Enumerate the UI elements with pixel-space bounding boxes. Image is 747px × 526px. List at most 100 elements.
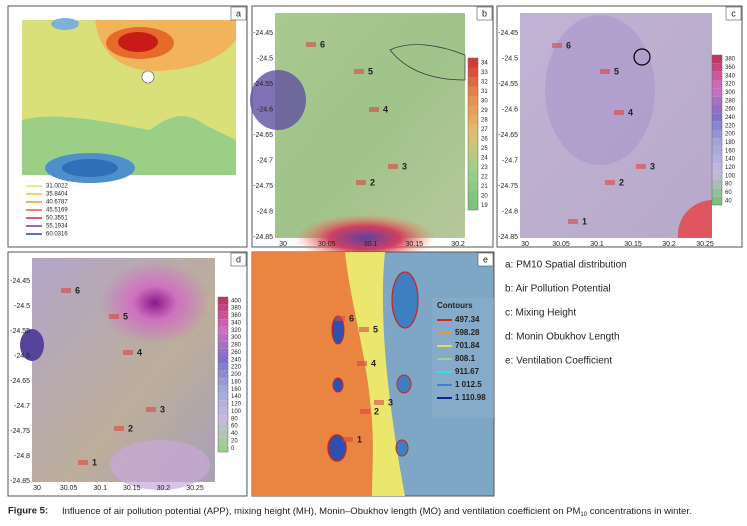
y-tick-label: -24.55 <box>498 81 518 88</box>
colorbar-label: 400 <box>231 298 242 304</box>
colorbar-cell <box>712 196 722 205</box>
colorbar-cell <box>218 311 228 320</box>
colorbar-cell <box>218 400 228 408</box>
site-label: 1 <box>357 434 362 444</box>
x-tick-label: 30.1 <box>364 241 378 248</box>
colorbar-cell <box>218 422 228 430</box>
panel-letter: e <box>483 254 488 264</box>
colorbar-cell <box>468 134 478 144</box>
legend-label: 50.3551 <box>46 216 68 222</box>
colorbar-label: 240 <box>231 357 242 363</box>
site-label: 1 <box>582 216 587 226</box>
y-tick-label: -24.8 <box>502 208 518 215</box>
y-tick-label: -24.8 <box>257 208 273 215</box>
colorbar-cell <box>712 71 722 80</box>
colorbar-label: 260 <box>725 107 736 113</box>
x-tick-label: 30 <box>279 241 287 248</box>
colorbar-label: 19 <box>481 203 488 209</box>
colorbar-label: 140 <box>231 394 242 400</box>
colorbar-cell <box>712 188 722 197</box>
y-tick-label: -24.65 <box>498 132 518 139</box>
y-tick-label: -24.5 <box>502 55 518 62</box>
colorbar-cell <box>218 370 228 379</box>
colorbar-cell <box>712 88 722 97</box>
x-tick-label: 30.2 <box>662 241 676 248</box>
colorbar-label: 28 <box>481 117 488 123</box>
y-tick-label: -24.55 <box>253 81 273 88</box>
colorbar-cell <box>218 444 228 452</box>
x-tick-label: 30 <box>521 241 529 248</box>
colorbar-label: 320 <box>725 82 736 88</box>
panel-c <box>496 5 743 248</box>
site-marker <box>306 42 316 47</box>
site-label: 5 <box>368 66 373 76</box>
site-label: 2 <box>374 406 379 416</box>
site-label: 4 <box>371 358 376 368</box>
colorbar-label: 100 <box>725 173 736 179</box>
colorbar-label: 0 <box>231 446 235 452</box>
site-label: 4 <box>137 347 142 357</box>
colorbar-label: 360 <box>725 65 736 71</box>
colorbar-cell <box>218 363 228 371</box>
site-label: 2 <box>370 177 375 187</box>
colorbar-label: 33 <box>481 70 488 76</box>
colorbar-label: 220 <box>725 123 736 129</box>
colorbar-cell <box>712 96 722 105</box>
colorbar-frame <box>217 296 229 453</box>
colorbar-label: 21 <box>481 184 488 190</box>
colorbar-label: 60 <box>231 424 238 430</box>
site-marker <box>600 69 610 74</box>
site-label: 6 <box>349 313 354 323</box>
caption-label: Figure 5: <box>8 506 48 517</box>
colorbar-cell <box>218 297 228 305</box>
panel-letter: c <box>731 8 736 18</box>
colorbar-label: 32 <box>481 79 488 85</box>
key-item: c: Mixing Height <box>505 308 576 319</box>
colorbar-label: 20 <box>231 439 238 445</box>
y-tick-label: -24.65 <box>253 132 273 139</box>
colorbar-cell <box>218 429 228 438</box>
panel-d <box>7 251 248 497</box>
legend-label: 598.28 <box>455 328 480 337</box>
colorbar-cell <box>468 191 478 201</box>
colorbar-cell <box>218 385 228 393</box>
site-label: 3 <box>388 397 393 407</box>
colorbar-cell <box>218 392 228 401</box>
colorbar-label: 300 <box>231 335 242 341</box>
colorbar-cell <box>218 437 228 445</box>
y-tick-label: -24.5 <box>14 303 30 310</box>
colorbar-label: 240 <box>725 115 736 121</box>
caption-tail: concentrations in winter. <box>587 506 692 517</box>
colorbar-label: 31 <box>481 89 488 95</box>
colorbar-label: 140 <box>725 157 736 163</box>
site-label: 5 <box>614 66 619 76</box>
key-item: a: PM10 Spatial distribution <box>505 260 627 271</box>
legend-label: 701.84 <box>455 341 480 350</box>
colorbar-cell <box>218 304 228 312</box>
legend-title: Contours <box>437 301 473 310</box>
colorbar-label: 280 <box>231 343 242 349</box>
legend-label: 497.34 <box>455 315 480 324</box>
panel-letter-box <box>476 6 493 21</box>
colorbar-label: 320 <box>231 328 242 334</box>
legend-label: 55.1934 <box>46 224 68 230</box>
y-tick-label: -24.55 <box>10 328 30 335</box>
site-marker <box>360 409 370 414</box>
site-marker <box>374 400 384 405</box>
legend-label: 1 110.98 <box>455 393 486 402</box>
colorbar-label: 80 <box>725 182 732 188</box>
site-label: 3 <box>650 161 655 171</box>
colorbar-cell <box>468 200 478 210</box>
caption-sub: 10 <box>580 512 587 518</box>
colorbar-cell <box>218 333 228 342</box>
panel-letter: d <box>236 254 241 264</box>
site-marker <box>357 361 367 366</box>
site-marker <box>369 107 379 112</box>
site-marker <box>354 69 364 74</box>
colorbar-cell <box>712 138 722 147</box>
colorbar-cell <box>712 113 722 122</box>
y-tick-label: -24.45 <box>10 278 30 285</box>
site-label: 4 <box>383 104 388 114</box>
legend-label: 35.8404 <box>46 192 68 198</box>
x-tick-label: 30.15 <box>405 241 423 248</box>
